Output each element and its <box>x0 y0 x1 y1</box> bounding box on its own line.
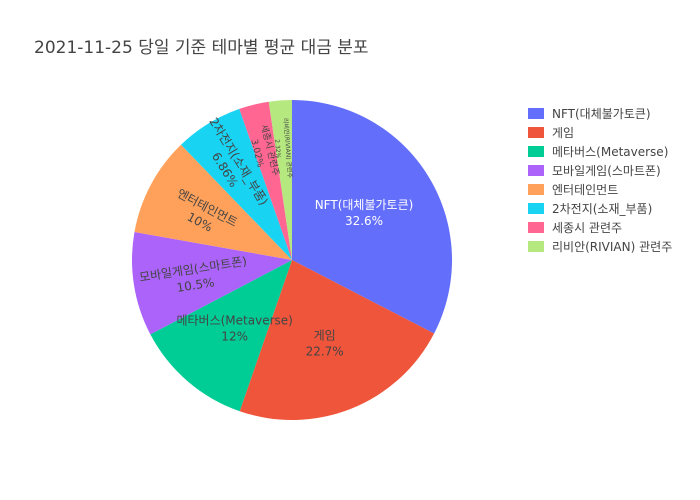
pie-label-1: 게임 22.7% <box>306 329 344 359</box>
pie-label-2: 메타버스(Metaverse) 12% <box>176 314 292 344</box>
pie-label-value-7: 2.32% <box>273 139 281 159</box>
pie-label-name-0: NFT(대체불가토큰) <box>315 198 414 212</box>
legend-swatch <box>528 222 544 233</box>
legend-item-2[interactable]: 메타버스(Metaverse) <box>528 142 672 161</box>
legend-swatch <box>528 203 544 214</box>
pie-label-value-3: 10.5% <box>176 275 216 295</box>
pie-slice-3[interactable] <box>132 232 292 335</box>
legend-item-7[interactable]: 리비안(RIVIAN) 관련주 <box>528 237 672 256</box>
legend-item-0[interactable]: NFT(대체불가토큰) <box>528 104 672 123</box>
pie-slices <box>132 100 452 420</box>
legend-item-5[interactable]: 2차전지(소재_부품) <box>528 199 672 218</box>
legend-item-4[interactable]: 엔터테인먼트 <box>528 180 672 199</box>
legend-item-6[interactable]: 세종시 관련주 <box>528 218 672 237</box>
legend-swatch <box>528 146 544 157</box>
pie-label-name-1: 게임 <box>314 329 336 343</box>
legend-swatch <box>528 241 544 252</box>
pie-label-value-0: 32.6% <box>345 214 383 228</box>
pie-slice-0[interactable] <box>292 100 452 334</box>
legend-label: 리비안(RIVIAN) 관련주 <box>552 240 673 254</box>
pie-slice-4[interactable] <box>134 144 292 260</box>
legend-label: 2차전지(소재_부품) <box>552 202 653 216</box>
legend-label: NFT(대체불가토큰) <box>552 107 651 121</box>
pie-label-name-2: 메타버스(Metaverse) <box>176 314 292 328</box>
legend-item-1[interactable]: 게임 <box>528 123 672 142</box>
pie-slice-1[interactable] <box>239 260 435 420</box>
pie-slice-7[interactable] <box>268 100 292 260</box>
legend-swatch <box>528 165 544 176</box>
legend-swatch <box>528 184 544 195</box>
pie-slice-6[interactable] <box>239 101 292 260</box>
legend-swatch <box>528 127 544 138</box>
pie-label-0: NFT(대체불가토큰) 32.6% <box>315 198 414 228</box>
legend-label: 엔터테인먼트 <box>552 183 619 197</box>
pie-label-value-2: 12% <box>221 330 248 344</box>
legend-label: 메타버스(Metaverse) <box>552 145 669 159</box>
legend-label: 게임 <box>552 126 575 140</box>
chart-title: 2021-11-25 당일 기준 테마별 평균 대금 분포 <box>34 38 369 58</box>
legend-label: 모바일게임(스마트폰) <box>552 164 661 178</box>
legend-label: 세종시 관련주 <box>552 221 623 235</box>
pie-label-value-1: 22.7% <box>306 345 344 359</box>
pie-slice-2[interactable] <box>150 260 292 412</box>
pie-slice-5[interactable] <box>181 108 292 260</box>
legend-swatch <box>528 108 544 119</box>
legend-item-3[interactable]: 모바일게임(스마트폰) <box>528 161 672 180</box>
